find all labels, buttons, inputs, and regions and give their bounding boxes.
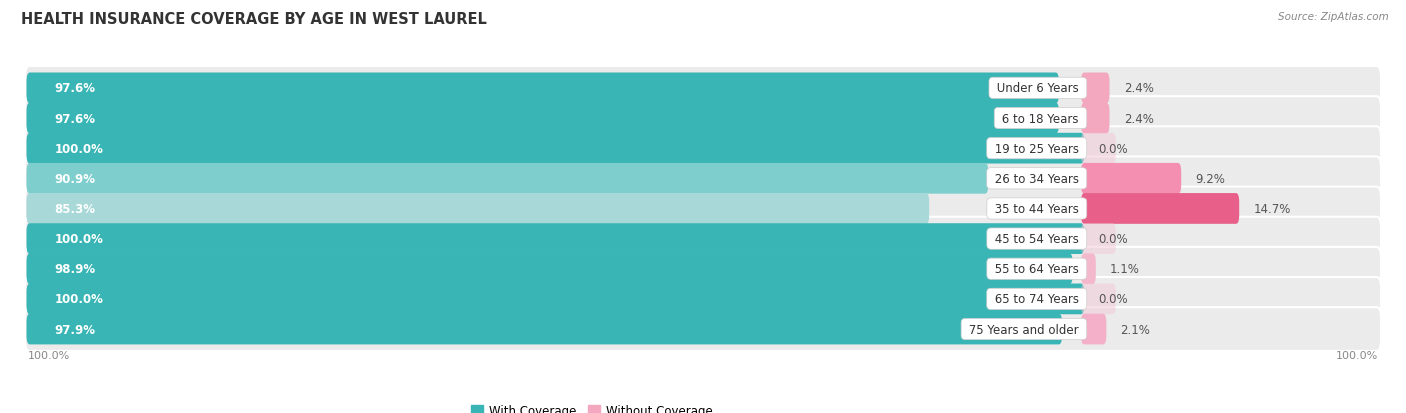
Text: Source: ZipAtlas.com: Source: ZipAtlas.com [1278,12,1389,22]
FancyBboxPatch shape [25,157,1381,201]
Text: 6 to 18 Years: 6 to 18 Years [998,112,1083,125]
FancyBboxPatch shape [25,187,1381,231]
FancyBboxPatch shape [25,67,1381,110]
FancyBboxPatch shape [1081,74,1109,104]
Text: 55 to 64 Years: 55 to 64 Years [991,263,1083,275]
Text: 100.0%: 100.0% [55,142,104,155]
Legend: With Coverage, Without Coverage: With Coverage, Without Coverage [467,399,717,413]
FancyBboxPatch shape [25,307,1381,351]
Text: 65 to 74 Years: 65 to 74 Years [991,293,1083,306]
Text: 0.0%: 0.0% [1098,293,1128,306]
Text: 100.0%: 100.0% [1336,350,1378,360]
Text: 2.4%: 2.4% [1123,112,1153,125]
FancyBboxPatch shape [25,127,1381,171]
FancyBboxPatch shape [25,247,1381,291]
Text: 9.2%: 9.2% [1195,172,1225,185]
FancyBboxPatch shape [1081,314,1107,344]
Text: 0.0%: 0.0% [1098,233,1128,245]
Text: 1.1%: 1.1% [1109,263,1140,275]
Text: 97.6%: 97.6% [55,82,96,95]
FancyBboxPatch shape [1081,103,1109,134]
Text: 97.9%: 97.9% [55,323,96,336]
FancyBboxPatch shape [27,284,1084,315]
FancyBboxPatch shape [27,254,1073,285]
Text: 100.0%: 100.0% [55,233,104,245]
FancyBboxPatch shape [27,224,1084,254]
FancyBboxPatch shape [1081,164,1181,194]
Text: 90.9%: 90.9% [55,172,96,185]
Text: 45 to 54 Years: 45 to 54 Years [991,233,1083,245]
Text: 100.0%: 100.0% [28,350,70,360]
Text: 14.7%: 14.7% [1254,202,1291,216]
Text: 97.6%: 97.6% [55,112,96,125]
FancyBboxPatch shape [1081,254,1095,285]
FancyBboxPatch shape [1081,133,1116,164]
Text: 100.0%: 100.0% [55,293,104,306]
Text: 0.0%: 0.0% [1098,142,1128,155]
Text: 2.1%: 2.1% [1121,323,1150,336]
FancyBboxPatch shape [1081,224,1116,254]
Text: 75 Years and older: 75 Years and older [966,323,1083,336]
FancyBboxPatch shape [27,103,1059,134]
FancyBboxPatch shape [27,314,1062,344]
FancyBboxPatch shape [27,164,988,194]
FancyBboxPatch shape [25,97,1381,140]
Text: 85.3%: 85.3% [55,202,96,216]
FancyBboxPatch shape [27,74,1059,104]
Text: HEALTH INSURANCE COVERAGE BY AGE IN WEST LAUREL: HEALTH INSURANCE COVERAGE BY AGE IN WEST… [21,12,486,27]
FancyBboxPatch shape [27,194,929,224]
Text: 98.9%: 98.9% [55,263,96,275]
FancyBboxPatch shape [25,278,1381,321]
Text: 35 to 44 Years: 35 to 44 Years [991,202,1083,216]
Text: 2.4%: 2.4% [1123,82,1153,95]
Text: Under 6 Years: Under 6 Years [993,82,1083,95]
FancyBboxPatch shape [27,133,1084,164]
FancyBboxPatch shape [1081,284,1116,315]
Text: 19 to 25 Years: 19 to 25 Years [991,142,1083,155]
FancyBboxPatch shape [25,217,1381,261]
Text: 26 to 34 Years: 26 to 34 Years [991,172,1083,185]
FancyBboxPatch shape [1081,194,1239,224]
